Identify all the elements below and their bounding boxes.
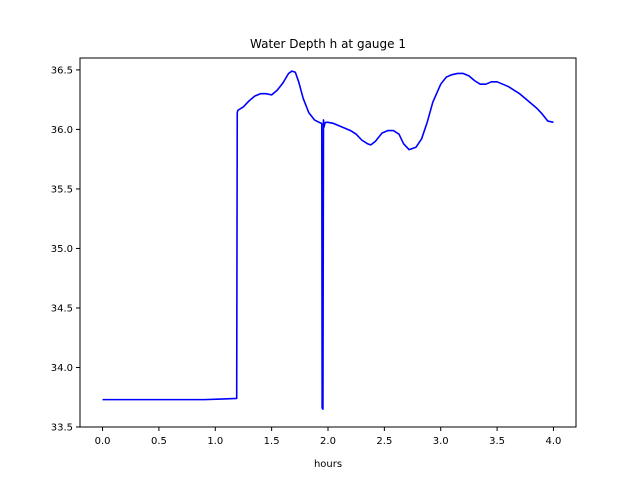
x-tick-label: 2.5 [376,436,392,447]
x-tick-label: 0.0 [95,436,111,447]
x-tick-label: 1.0 [207,436,223,447]
x-tick-label: 1.5 [264,436,280,447]
chart-title: Water Depth h at gauge 1 [250,37,406,51]
x-tick-label: 2.0 [320,436,336,447]
x-tick-label: 3.0 [433,436,449,447]
series-line-0 [102,70,554,410]
y-tick-label: 34.5 [51,303,73,314]
y-tick-label: 34.0 [51,363,73,374]
y-tick-label: 35.0 [51,244,73,255]
x-axis: 0.0 0.5 1.0 1.5 2.0 2.5 3.0 3.5 4.0 [95,427,562,447]
y-tick-label: 35.5 [51,184,73,195]
y-tick-label: 36.0 [51,125,73,136]
y-axis: 33.5 34.0 34.5 35.0 35.5 36.0 36.5 [51,65,80,434]
x-tick-label: 0.5 [151,436,167,447]
plot-frame [79,57,577,428]
plot-area [102,70,554,410]
x-tick-label: 3.5 [489,436,505,447]
y-tick-label: 36.5 [51,65,73,76]
x-tick-label: 4.0 [546,436,562,447]
y-tick-label: 33.5 [51,423,73,434]
x-axis-label: hours [314,459,342,470]
